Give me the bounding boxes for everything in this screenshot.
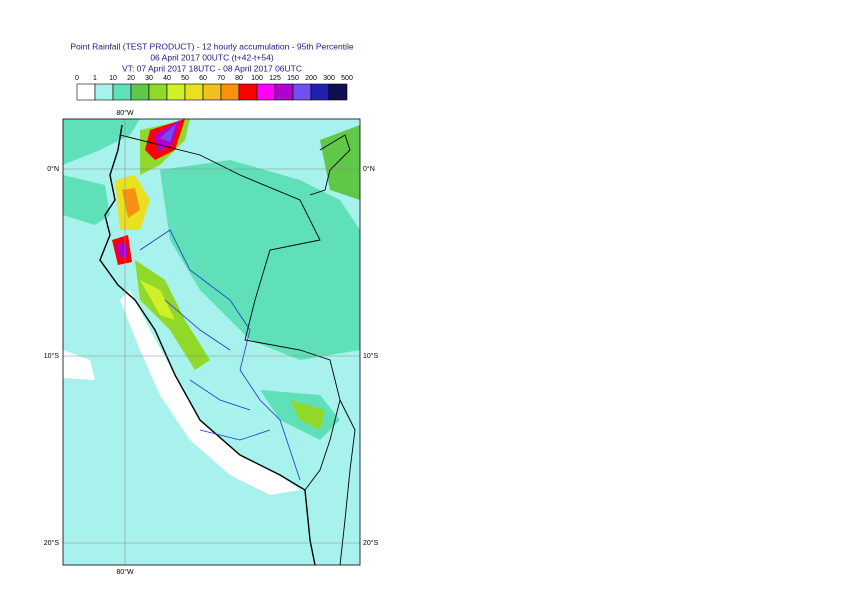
subtitle: VT: 07 April 2017 18UTC - 08 April 2017 …: [122, 63, 302, 73]
lat-label: 0°N: [363, 165, 375, 173]
legend-swatch: [148, 83, 168, 101]
legend-label: 30: [145, 75, 153, 82]
lat-label: 10°S: [44, 352, 60, 360]
legend-label: 70: [217, 75, 225, 82]
legend-swatch: [202, 83, 222, 101]
legend-swatch: [76, 83, 96, 101]
lat-label: 10°S: [363, 352, 379, 360]
legend-label: 1: [93, 75, 97, 82]
lon-label: 80°W: [116, 568, 134, 576]
map-frame: [62, 118, 361, 566]
legend-swatch: [220, 83, 240, 101]
legend-label: 500: [341, 75, 353, 82]
legend-label: 60: [199, 75, 207, 82]
lat-label: 20°S: [44, 539, 60, 547]
legend-label: 300: [323, 75, 335, 82]
legend-swatch: [274, 83, 294, 101]
legend-label: 10: [109, 75, 117, 82]
legend-label: 80: [235, 75, 243, 82]
legend-swatch: [166, 83, 186, 101]
title: Point Rainfall (TEST PRODUCT) - 12 hourl…: [70, 41, 354, 51]
legend-label: 0: [75, 75, 79, 82]
legend-swatch: [112, 83, 132, 101]
legend-label: 200: [305, 75, 317, 82]
legend-label: 40: [163, 75, 171, 82]
legend-label: 125: [269, 75, 281, 82]
legend-swatch: [238, 83, 258, 101]
lon-label: 80°W: [116, 109, 134, 117]
map: [63, 119, 360, 565]
legend-label: 100: [251, 75, 263, 82]
legend-label: 50: [181, 75, 189, 82]
legend-swatch: [94, 83, 114, 101]
legend-swatch: [184, 83, 204, 101]
legend-label: 150: [287, 75, 299, 82]
legend: 0 1 10 20 30 40 50 60 70 80 100 125 150 200 300 500: [75, 75, 353, 101]
legend-swatch: [328, 83, 348, 101]
legend-swatch: [310, 83, 330, 101]
legend-label: 20: [127, 75, 135, 82]
lat-label: 20°S: [363, 539, 379, 547]
lat-label: 0°N: [47, 165, 59, 173]
legend-swatch: [292, 83, 312, 101]
subtitle: 06 April 2017 00UTC (t+42-t+54): [150, 52, 273, 62]
legend-swatch: [256, 83, 276, 101]
legend-swatch: [130, 83, 150, 101]
